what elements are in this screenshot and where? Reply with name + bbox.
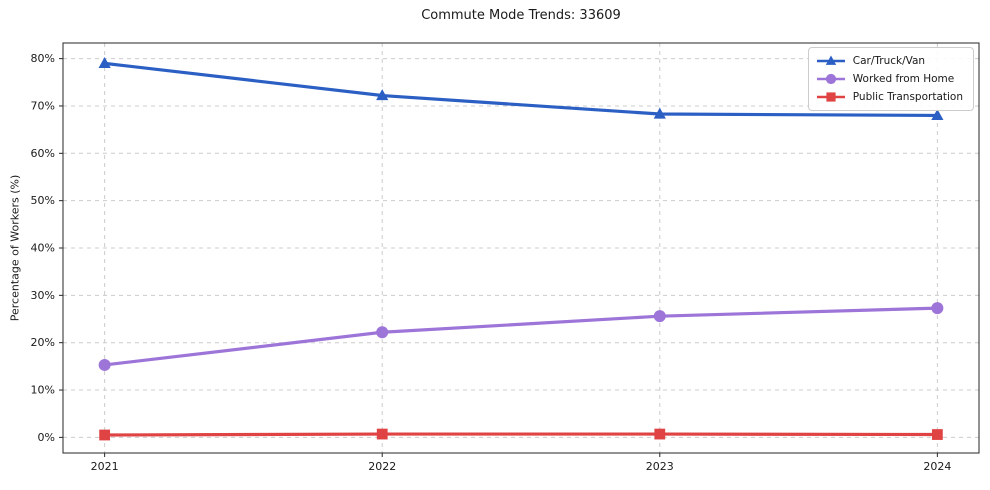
- y-tick-label: 50%: [31, 194, 55, 207]
- legend-item: Public Transportation: [816, 90, 963, 104]
- data-point-marker: [931, 302, 944, 315]
- y-tick-label: 70%: [31, 99, 55, 112]
- series-line: [103, 432, 939, 437]
- data-point-marker: [376, 326, 389, 339]
- triangle-marker-swatch-icon: [816, 55, 845, 65]
- y-axis-label: Percentage of Workers (%): [8, 174, 22, 322]
- y-tick-label: 20%: [31, 336, 55, 349]
- legend-label: Public Transportation: [852, 91, 963, 103]
- data-point-marker: [931, 109, 944, 121]
- y-tick-label: 10%: [31, 384, 55, 397]
- y-tick-label: 40%: [31, 242, 55, 255]
- data-point-marker: [654, 428, 666, 440]
- data-point-marker: [653, 310, 666, 323]
- y-tick-label: 80%: [31, 52, 55, 65]
- data-point-marker: [99, 429, 111, 441]
- y-tick-label: 60%: [31, 147, 55, 160]
- legend: Car/Truck/Van Worked from Home Public Tran…: [807, 47, 974, 111]
- data-point-marker: [376, 428, 388, 440]
- data-point-marker: [931, 429, 943, 440]
- series-line: [103, 306, 939, 367]
- data-point-marker: [653, 107, 666, 119]
- x-tick-label: 2022: [368, 460, 396, 473]
- chart-title: Commute Mode Trends: 33609: [421, 8, 621, 23]
- legend-label: Car/Truck/Van: [852, 55, 926, 67]
- data-point-marker: [98, 56, 111, 68]
- y-tick-label: 30%: [31, 289, 55, 302]
- x-tick-label: 2024: [923, 460, 951, 473]
- data-point-marker: [376, 89, 389, 101]
- x-tick-label: 2023: [646, 460, 674, 473]
- y-tick-label: 0%: [38, 431, 55, 444]
- x-tick-label: 2021: [91, 460, 119, 473]
- series-line: [103, 61, 939, 118]
- legend-item: Car/Truck/Van: [816, 54, 963, 68]
- square-marker-swatch-icon: [816, 92, 845, 102]
- data-point-marker: [98, 358, 111, 371]
- legend-label: Worked from Home: [852, 73, 955, 85]
- legend-item: Worked from Home: [816, 72, 963, 86]
- circle-marker-swatch-icon: [816, 73, 845, 85]
